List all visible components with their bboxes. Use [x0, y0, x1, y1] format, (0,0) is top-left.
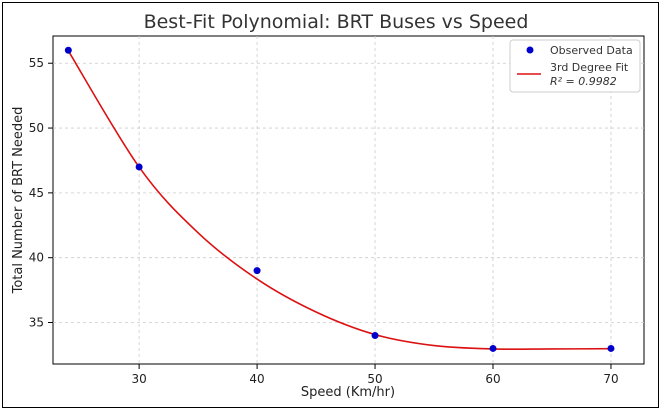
x-tick-label: 40 — [249, 372, 264, 386]
legend-label-fit: 3rd Degree Fit — [550, 61, 629, 74]
legend: Observed Data 3rd Degree Fit R² = 0.9982 — [509, 39, 641, 93]
data-point — [253, 267, 261, 275]
ticks: 30 40 50 60 70 35 40 45 50 55 — [29, 56, 619, 386]
legend-label-r2: R² = 0.9982 — [550, 75, 617, 88]
y-tick-label: 55 — [29, 56, 44, 70]
grid — [53, 36, 644, 364]
data-point — [135, 163, 143, 171]
y-tick-label: 40 — [29, 251, 44, 265]
legend-label-observed: Observed Data — [550, 44, 633, 57]
x-tick-label: 70 — [603, 372, 618, 386]
y-axis-label: Total Number of BRT Needed — [11, 107, 26, 295]
x-tick-label: 30 — [131, 372, 146, 386]
series — [64, 46, 615, 352]
y-tick-label: 35 — [29, 316, 44, 330]
data-point — [371, 331, 379, 339]
legend-marker-observed — [526, 46, 534, 54]
data-point — [64, 46, 72, 54]
y-tick-label: 45 — [29, 186, 44, 200]
legend-box — [509, 39, 641, 93]
data-point — [489, 344, 497, 352]
x-tick-label: 60 — [485, 372, 500, 386]
x-axis-label: Speed (Km/hr) — [301, 385, 395, 400]
data-point — [607, 344, 615, 352]
x-tick-label: 50 — [367, 372, 382, 386]
chart-title: Best-Fit Polynomial: BRT Buses vs Speed — [144, 11, 529, 33]
y-tick-label: 50 — [29, 121, 44, 135]
fit-curve — [67, 50, 611, 351]
